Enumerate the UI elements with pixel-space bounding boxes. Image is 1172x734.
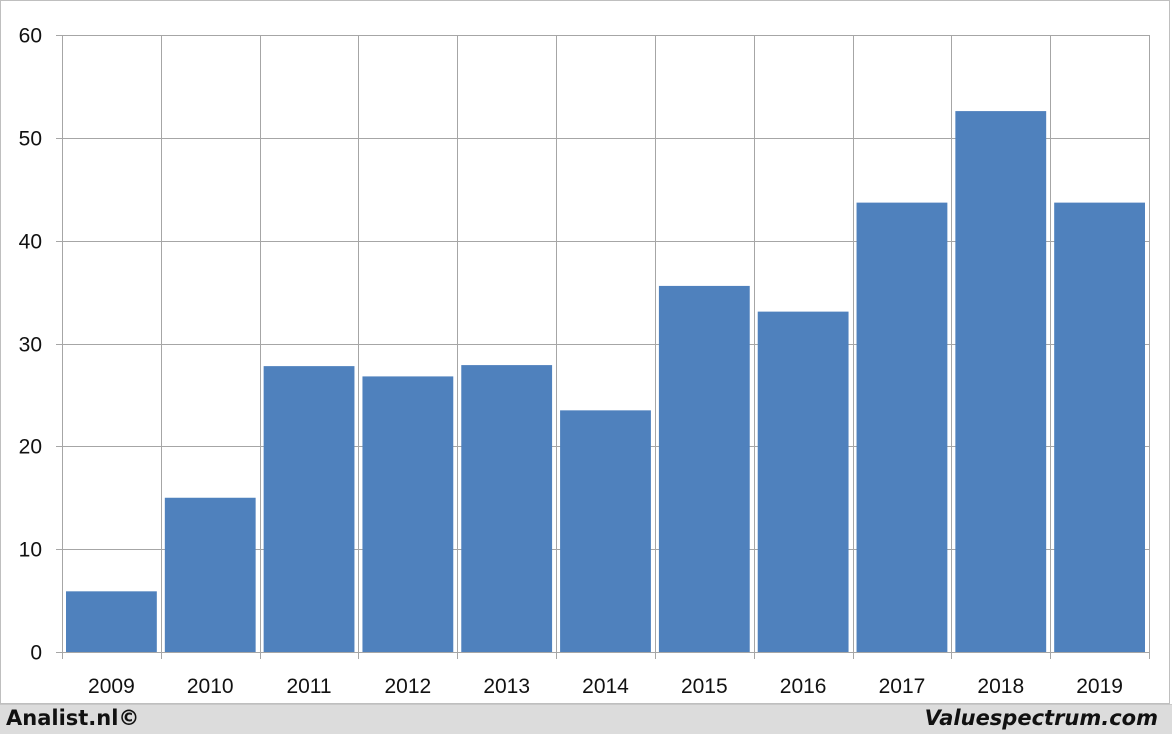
x-tick-label: 2019 (1076, 675, 1123, 698)
x-tick-label: 2018 (977, 675, 1024, 698)
y-tick-label: 20 (19, 436, 42, 459)
y-tick-label: 10 (19, 539, 42, 562)
x-tick-label: 2011 (286, 675, 331, 698)
bar-2015 (658, 285, 750, 652)
footer-credit-right: Valuespectrum.com (924, 706, 1158, 730)
x-tick-label: 2013 (483, 675, 530, 698)
x-tick-label: 2015 (681, 675, 728, 698)
bar-2014 (560, 410, 651, 652)
bar-2019 (1054, 202, 1145, 652)
footer-credit-left: Analist.nl© (6, 706, 140, 730)
y-tick-label: 30 (19, 334, 42, 357)
chart-frame: 0 10 20 30 40 50 60 2009 2010 2011 2012 2013 2014 201… (0, 0, 1170, 704)
x-tick-label: 2014 (582, 675, 629, 698)
bar-2016 (757, 311, 849, 652)
y-tick-label: 50 (19, 128, 42, 151)
x-tick-label: 2010 (187, 675, 234, 698)
footer-bar: Analist.nl© Valuespectrum.com (0, 704, 1172, 734)
bar-2013 (461, 365, 553, 652)
bar-chart: 0 10 20 30 40 50 60 2009 2010 2011 2012 2013 2014 201… (19, 25, 1150, 698)
x-tick-label: 2012 (385, 675, 432, 698)
x-tick-label: 2009 (88, 675, 135, 698)
bar-2018 (955, 111, 1047, 652)
y-tick-label: 60 (19, 25, 42, 48)
bar-2012 (362, 376, 454, 652)
bar-2009 (66, 591, 157, 652)
x-tick-label: 2017 (879, 675, 926, 698)
y-tick-label: 0 (30, 642, 42, 665)
bar-2017 (856, 202, 948, 652)
y-tick-label: 40 (19, 231, 42, 254)
bar-2011 (263, 366, 355, 652)
bar-2010 (164, 497, 256, 652)
x-tick-label: 2016 (780, 675, 827, 698)
